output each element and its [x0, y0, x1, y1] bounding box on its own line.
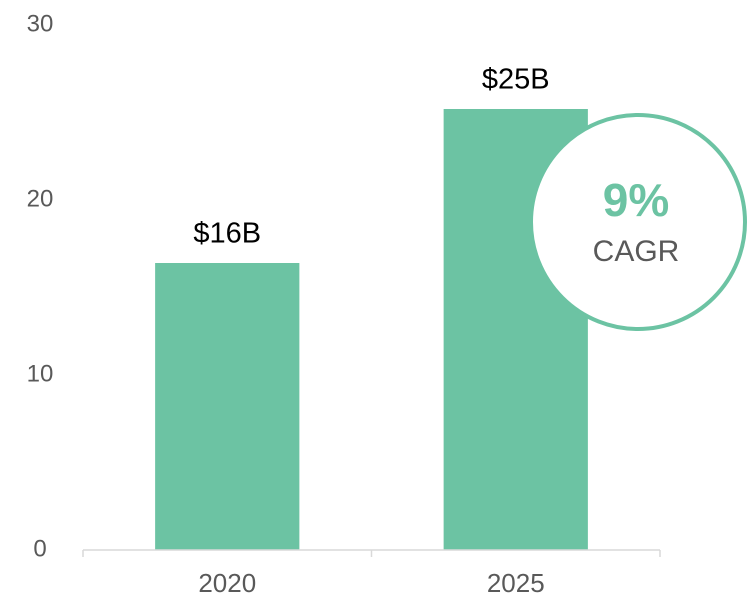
x-tick-label: 2020	[198, 568, 256, 598]
cagr-value: 9%	[603, 174, 669, 226]
y-tick-label: 20	[27, 185, 54, 212]
y-tick-label: 10	[27, 360, 54, 387]
cagr-label: CAGR	[593, 235, 680, 268]
value-label: $16B	[193, 218, 261, 250]
y-tick-label: 0	[33, 535, 46, 562]
y-tick-label: 30	[27, 10, 54, 37]
value-label: $25B	[482, 64, 550, 96]
bar	[155, 263, 300, 550]
cagr-badge	[529, 113, 747, 331]
x-tick-label: 2025	[487, 568, 545, 598]
